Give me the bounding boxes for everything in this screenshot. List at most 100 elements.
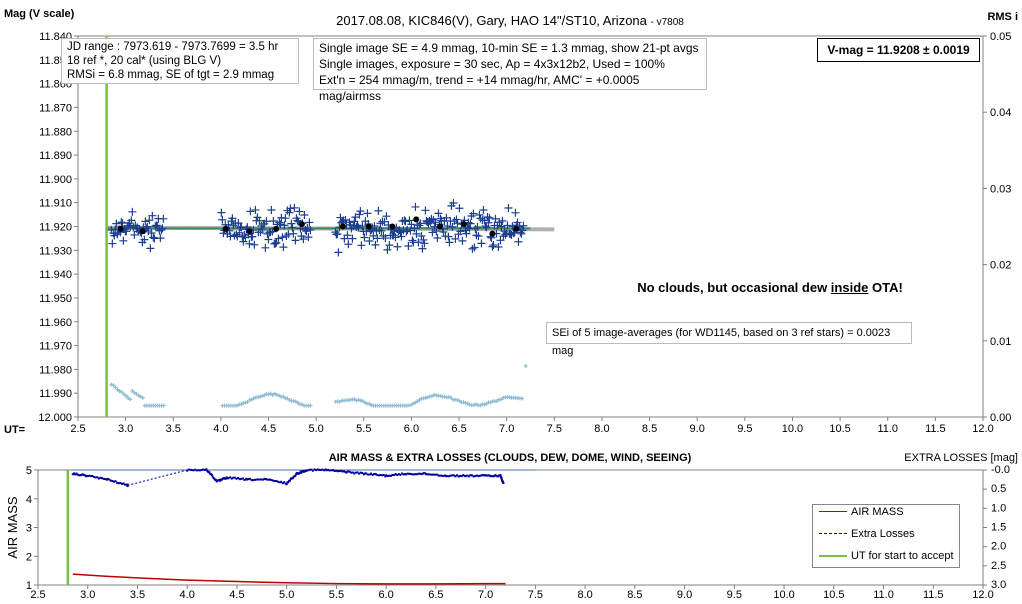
rms-point — [249, 397, 254, 402]
single-image-point — [491, 214, 500, 223]
y-tick-label: 11.870 — [39, 102, 72, 114]
single-image-point — [401, 217, 410, 226]
extra-losses-point — [353, 472, 356, 475]
lower-y2-tick-label: 2.0 — [991, 541, 1006, 553]
extra-losses-point — [319, 468, 322, 471]
single-image-point — [374, 206, 383, 215]
rms-point — [270, 392, 275, 397]
lower-y-tick-label: 2 — [26, 551, 32, 563]
single-image-point — [404, 241, 413, 250]
single-image-point — [280, 221, 289, 230]
extra-losses-point — [469, 474, 472, 477]
single-image-point — [405, 216, 414, 225]
extra-losses-point — [359, 471, 362, 474]
single-image-point — [472, 231, 481, 240]
x-tick-label: 4.0 — [213, 423, 228, 435]
extra-losses-point — [88, 474, 91, 477]
extra-losses-point — [224, 477, 227, 480]
extra-losses-point — [480, 474, 483, 477]
extra-losses-point — [471, 474, 474, 477]
y-tick-label: 11.900 — [39, 174, 72, 186]
vmag-result-text: V-mag = 11.9208 ± 0.0019 — [827, 43, 970, 57]
x-tick-label: 7.0 — [499, 423, 514, 435]
rms-point — [471, 403, 476, 408]
lower-x-tick-label: 7.0 — [478, 589, 493, 601]
single-image-point — [148, 211, 157, 220]
single-image-point — [439, 227, 448, 236]
extra-losses-point — [467, 475, 470, 478]
single-image-point — [108, 239, 117, 248]
single-image-point — [262, 217, 271, 226]
single-image-point — [365, 236, 374, 245]
rms-point — [262, 393, 267, 398]
single-image-point — [118, 219, 127, 228]
single-image-point — [452, 215, 461, 224]
single-image-point — [235, 228, 244, 237]
single-image-point — [355, 210, 364, 219]
single-image-point — [477, 239, 486, 248]
extra-losses-point — [205, 468, 208, 471]
single-image-point — [406, 226, 415, 235]
extra-losses-point — [260, 478, 263, 481]
extra-losses-point — [124, 483, 127, 486]
extra-losses-point — [492, 475, 495, 478]
single-image-point — [344, 240, 353, 249]
extra-losses-point — [402, 473, 405, 476]
extra-losses-point — [112, 480, 115, 483]
upper-chart-title: 2017.08.08, KIC846(V), Gary, HAO 14"/ST1… — [336, 13, 684, 28]
single-image-point — [371, 240, 380, 249]
single-image-point — [377, 226, 386, 235]
lower-x-tick-label: 6.5 — [428, 589, 443, 601]
extra-losses-point — [272, 479, 275, 482]
single-image-point — [444, 232, 453, 241]
single-image-point — [362, 227, 371, 236]
extra-losses-point — [186, 469, 189, 472]
single-image-point — [306, 226, 315, 235]
single-image-point — [147, 229, 156, 238]
extra-losses-point — [281, 482, 284, 485]
x-tick-label: 11.0 — [877, 423, 898, 435]
rms-point — [266, 392, 271, 397]
single-image-point — [485, 213, 494, 222]
average-point — [222, 225, 229, 232]
single-image-point — [473, 222, 482, 231]
rms-point — [113, 385, 118, 390]
single-image-point — [474, 232, 483, 241]
single-image-point — [358, 222, 367, 231]
extra-losses-point — [382, 474, 385, 477]
legend-airmass-label: AIR MASS — [851, 506, 904, 518]
extra-losses-point — [187, 468, 190, 471]
single-image-point — [419, 235, 428, 244]
extra-losses-point — [189, 468, 192, 471]
extra-losses-point — [122, 482, 125, 485]
extra-losses-point — [114, 480, 117, 483]
y2-tick-label: 0.01 — [990, 336, 1011, 348]
single-image-point — [156, 234, 165, 243]
x-tick-label: 12.0 — [972, 423, 993, 435]
lower-x-tick-label: 10.5 — [823, 589, 844, 601]
extra-losses-point — [298, 471, 301, 474]
y2-tick-label: 0.05 — [990, 31, 1011, 43]
extra-losses-point — [283, 481, 286, 484]
extra-losses-point — [310, 468, 313, 471]
extra-losses-point — [499, 474, 502, 477]
x-tick-label: 3.5 — [166, 423, 181, 435]
single-image-point — [433, 234, 442, 243]
extra-losses-point — [120, 482, 123, 485]
lower-chart-title: AIR MASS & EXTRA LOSSES (CLOUDS, DEW, DO… — [329, 452, 692, 464]
single-image-point — [380, 217, 389, 226]
dew-note-emphasis: inside — [830, 280, 869, 295]
single-image-point — [427, 214, 436, 223]
extra-losses-point — [338, 470, 341, 473]
single-image-point — [304, 233, 313, 242]
extra-losses-point — [267, 478, 270, 481]
single-image-point — [497, 222, 506, 231]
extra-losses-point — [249, 477, 252, 480]
single-image-point — [369, 231, 378, 240]
lower-y-tick-label: 5 — [26, 465, 32, 477]
y-tick-label: 11.920 — [39, 222, 72, 234]
extra-losses-point — [393, 473, 396, 476]
rms-point — [520, 396, 525, 401]
rms-point — [413, 400, 418, 405]
average-point — [489, 230, 496, 237]
